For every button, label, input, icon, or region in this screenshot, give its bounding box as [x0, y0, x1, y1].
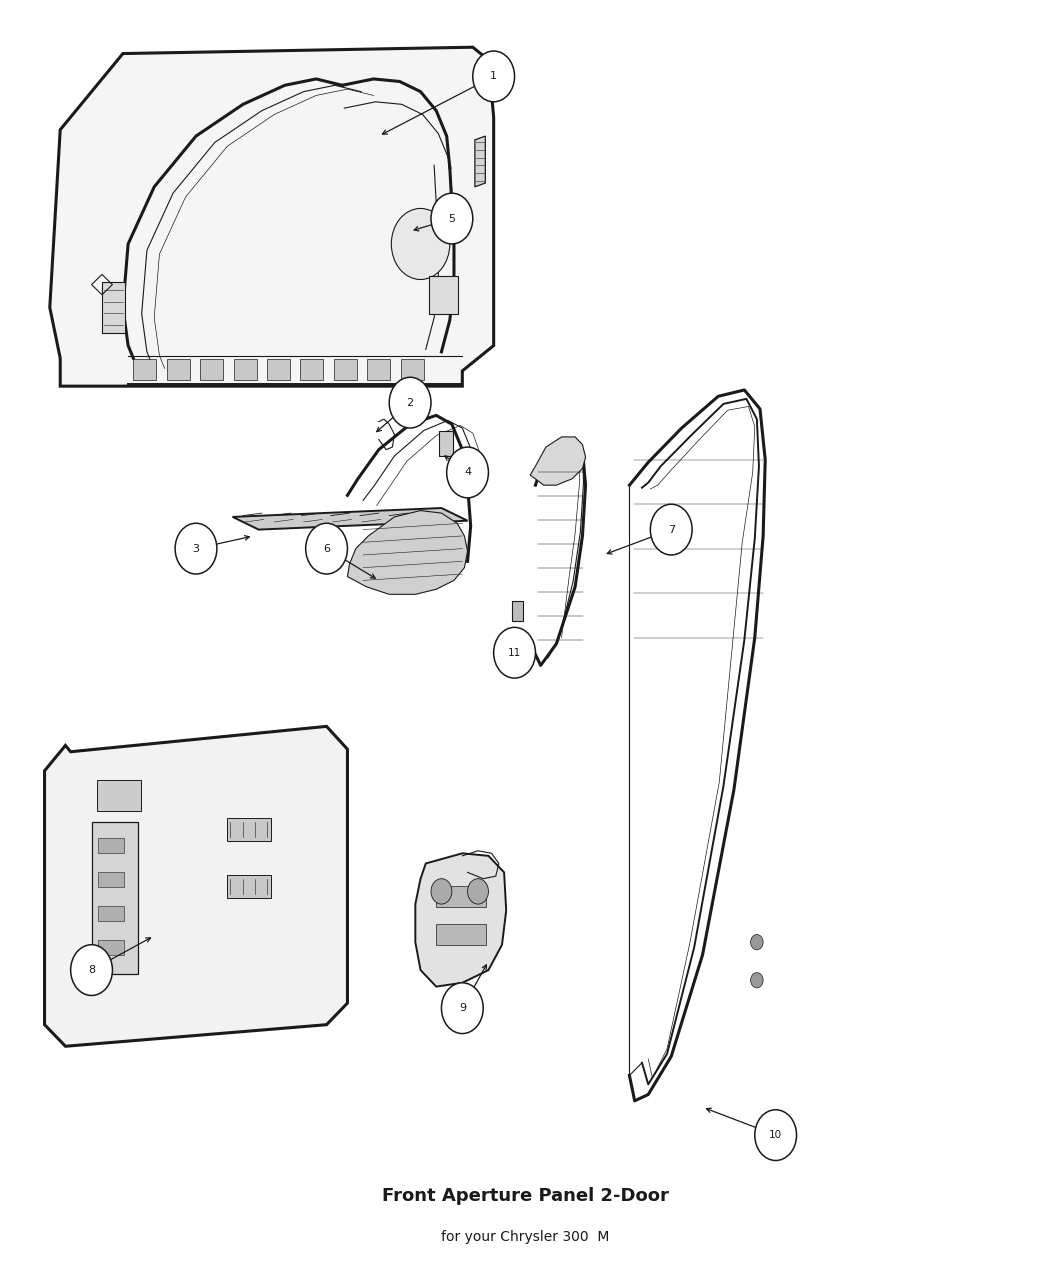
Circle shape [70, 945, 112, 996]
Polygon shape [416, 853, 506, 987]
FancyBboxPatch shape [133, 360, 156, 380]
FancyBboxPatch shape [512, 601, 523, 621]
Text: 11: 11 [508, 648, 521, 658]
FancyBboxPatch shape [436, 924, 486, 945]
FancyBboxPatch shape [98, 872, 124, 887]
Text: 4: 4 [464, 468, 471, 477]
Text: 3: 3 [192, 543, 200, 553]
Text: 6: 6 [323, 543, 330, 553]
Polygon shape [44, 727, 348, 1047]
FancyBboxPatch shape [97, 780, 141, 811]
Text: for your Chrysler 300  M: for your Chrysler 300 M [441, 1229, 609, 1243]
Polygon shape [530, 437, 586, 486]
FancyBboxPatch shape [98, 838, 124, 853]
FancyBboxPatch shape [439, 431, 453, 456]
FancyBboxPatch shape [102, 282, 125, 333]
Circle shape [430, 194, 473, 244]
Circle shape [650, 504, 692, 555]
FancyBboxPatch shape [428, 275, 458, 314]
Text: 1: 1 [490, 71, 497, 82]
FancyBboxPatch shape [228, 875, 271, 898]
Polygon shape [49, 47, 494, 386]
Text: 5: 5 [448, 214, 456, 223]
FancyBboxPatch shape [98, 905, 124, 921]
FancyBboxPatch shape [401, 360, 424, 380]
FancyBboxPatch shape [201, 360, 224, 380]
Text: 7: 7 [668, 524, 675, 534]
FancyBboxPatch shape [91, 821, 138, 974]
Circle shape [751, 935, 763, 950]
FancyBboxPatch shape [267, 360, 290, 380]
FancyBboxPatch shape [98, 940, 124, 955]
FancyBboxPatch shape [334, 360, 357, 380]
Circle shape [175, 523, 217, 574]
FancyBboxPatch shape [300, 360, 323, 380]
Polygon shape [232, 507, 467, 529]
Polygon shape [348, 510, 467, 594]
Circle shape [390, 377, 430, 428]
Circle shape [430, 878, 452, 904]
FancyBboxPatch shape [167, 360, 190, 380]
Circle shape [392, 208, 449, 279]
Circle shape [467, 878, 488, 904]
Polygon shape [475, 136, 485, 187]
Circle shape [306, 523, 348, 574]
Text: Front Aperture Panel 2-Door: Front Aperture Panel 2-Door [381, 1187, 669, 1205]
Circle shape [472, 51, 514, 102]
Circle shape [494, 627, 536, 678]
Text: 10: 10 [769, 1130, 782, 1140]
Text: 2: 2 [406, 398, 414, 408]
Circle shape [446, 448, 488, 497]
Circle shape [441, 983, 483, 1034]
Text: 8: 8 [88, 965, 96, 975]
FancyBboxPatch shape [368, 360, 391, 380]
Text: 9: 9 [459, 1003, 466, 1014]
Circle shape [755, 1109, 797, 1160]
Circle shape [751, 973, 763, 988]
FancyBboxPatch shape [228, 817, 271, 840]
FancyBboxPatch shape [436, 886, 486, 907]
FancyBboxPatch shape [233, 360, 256, 380]
